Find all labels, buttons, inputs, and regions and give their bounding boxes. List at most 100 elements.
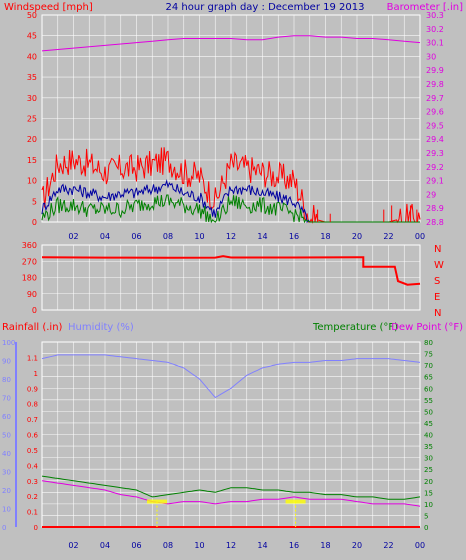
temperature-tick: 45	[424, 420, 433, 428]
barometer-tick: 30.2	[426, 25, 444, 34]
rainfall-tick: 1.1	[27, 354, 38, 362]
time-tick: 02	[68, 541, 78, 550]
compass-label: S	[434, 276, 440, 287]
windspeed-tick: 0	[32, 218, 37, 227]
compass-label: W	[434, 260, 444, 271]
barometer-tick: 29.3	[426, 149, 444, 158]
humidity-label: Humidity (%)	[68, 322, 134, 333]
barometer-tick: 29.7	[426, 94, 444, 103]
humidity-axis: 0 10 20 30 40 50 60 70 80 90 100	[2, 339, 17, 532]
humidity-tick: 90	[2, 358, 11, 366]
humidity-tick: 0	[2, 524, 6, 532]
humidity-tick: 60	[2, 413, 11, 421]
humidity-tick: 80	[2, 376, 11, 384]
temperature-tick: 65	[424, 374, 433, 382]
barometer-line	[41, 35, 421, 52]
barometer-tick: 28.8	[426, 218, 444, 227]
time-tick: 20	[352, 232, 362, 241]
dewpoint-label: Dew Point (°F)	[391, 322, 463, 333]
dewpoint-line	[41, 480, 421, 507]
rainfall-tick: 0.9	[27, 385, 38, 393]
windspeed-tick: 35	[27, 73, 37, 82]
windspeed-tick: 25	[27, 115, 37, 124]
time-tick: 06	[131, 232, 141, 241]
windspeed-label: Windspeed [mph]	[4, 2, 93, 13]
windspeed-tick: 10	[27, 177, 37, 186]
rainfall-tick: 1	[34, 370, 38, 378]
windspeed-tick: 20	[27, 135, 37, 144]
rainfall-tick: 0.4	[27, 462, 39, 470]
time-tick: 10	[194, 232, 204, 241]
windspeed-tick: 45	[27, 32, 37, 41]
rainfall-tick: 0.3	[27, 478, 38, 486]
temperature-line	[41, 475, 421, 500]
wind-low-line	[41, 194, 420, 224]
humidity-tick: 20	[2, 487, 11, 495]
time-tick: 14	[257, 541, 267, 550]
sun-marker	[146, 499, 167, 504]
barometer-label: Barometer [.in]	[387, 2, 463, 13]
temperature-label: Temperature (°F)	[312, 322, 398, 333]
wind-direction-line	[41, 255, 421, 286]
temperature-tick: 0	[424, 524, 428, 532]
rainfall-tick: 0.6	[27, 432, 39, 440]
humidity-tick: 100	[2, 339, 15, 347]
direction-tick: 180	[22, 274, 37, 283]
time-tick: 04	[100, 541, 110, 550]
time-tick: 06	[131, 541, 141, 550]
barometer-tick: 29.4	[426, 135, 444, 144]
temperature-tick: 20	[424, 478, 433, 486]
time-tick: 02	[68, 232, 78, 241]
temperature-tick: 40	[424, 432, 433, 440]
top-time-axis: 02 04 06 08 10 12 14 16 18 20 22 00	[68, 232, 425, 241]
direction-tick: 270	[22, 257, 37, 266]
time-tick: 16	[289, 232, 299, 241]
barometer-tick: 29	[426, 190, 436, 199]
time-tick: 08	[163, 232, 173, 241]
windspeed-tick: 30	[27, 94, 37, 103]
rainfall-tick: 0.2	[27, 493, 38, 501]
temperature-axis: 0 5 10 15 20 25 30 35 40 45 50 55 60 65 70 75 80	[424, 339, 433, 532]
chart-title: 24 hour graph day : December 19 2013	[166, 2, 365, 13]
direction-series	[41, 255, 421, 286]
rainfall-label: Rainfall (.in)	[2, 322, 63, 333]
time-tick: 12	[226, 541, 236, 550]
rainfall-tick: 0	[34, 524, 38, 532]
barometer-tick: 30.3	[426, 11, 444, 20]
time-tick: 00	[415, 232, 425, 241]
bottom-time-axis: 02 04 06 08 10 12 14 16 18 20 22 00	[68, 541, 425, 550]
temperature-tick: 10	[424, 501, 433, 509]
time-tick: 14	[257, 232, 267, 241]
time-tick: 12	[226, 232, 236, 241]
time-tick: 10	[194, 541, 204, 550]
barometer-axis: 28.8 28.9 29 29.1 29.2 29.3 29.4 29.5 29.6 29.7 29…	[426, 11, 444, 227]
time-tick: 18	[320, 232, 330, 241]
temperature-tick: 25	[424, 466, 433, 474]
rainfall-axis: 0 0.1 0.2 0.3 0.4 0.5 0.6 0.7 0.8 0.9 1 1.1	[27, 354, 39, 532]
time-tick: 08	[163, 541, 173, 550]
humidity-tick: 40	[2, 450, 11, 458]
barometer-tick: 29.5	[426, 121, 444, 130]
temperature-tick: 70	[424, 362, 433, 370]
direction-panel-grid	[41, 244, 421, 311]
temperature-tick: 60	[424, 385, 433, 393]
weather-series	[41, 354, 421, 528]
temperature-tick: 35	[424, 443, 433, 451]
humidity-tick: 10	[2, 506, 11, 514]
rainfall-tick: 0.1	[27, 509, 38, 517]
direction-tick: 90	[27, 290, 37, 299]
humidity-tick: 30	[2, 469, 11, 477]
barometer-tick: 28.9	[426, 204, 444, 213]
time-tick: 04	[100, 232, 110, 241]
wind-barometer-series	[41, 35, 421, 224]
temperature-tick: 5	[424, 512, 428, 520]
windspeed-tick: 15	[27, 156, 37, 165]
barometer-tick: 29.2	[426, 163, 444, 172]
time-tick: 16	[289, 541, 299, 550]
time-tick: 00	[415, 541, 425, 550]
windspeed-axis: 0 5 10 15 20 25 30 35 40 45 50	[27, 11, 37, 227]
time-tick: 22	[383, 541, 393, 550]
temperature-tick: 80	[424, 339, 433, 347]
